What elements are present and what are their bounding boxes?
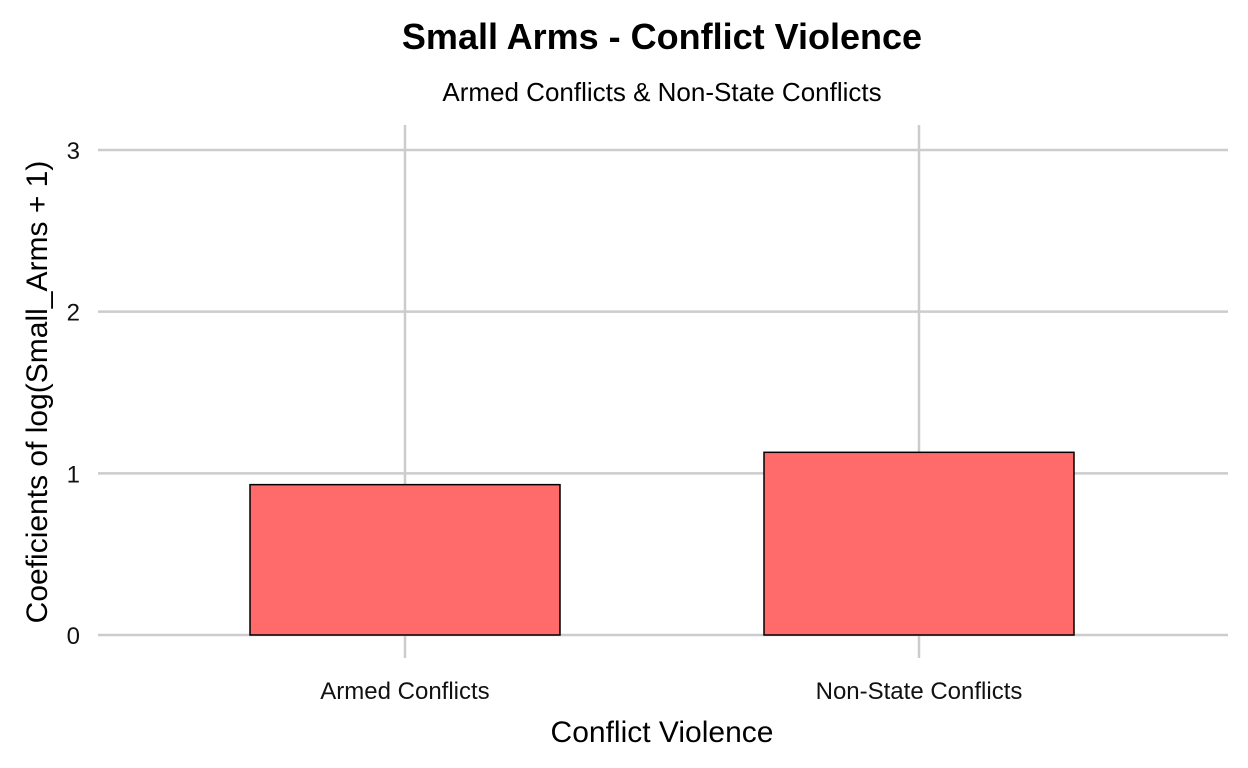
x-tick-label: Armed Conflicts: [320, 678, 489, 705]
chart-title: Small Arms - Conflict Violence: [402, 16, 922, 57]
y-axis-title: Coeficients of log(Small_Arms + 1): [21, 161, 54, 624]
bar-armed-conflicts: [249, 483, 561, 636]
chart-subtitle: Armed Conflicts & Non-State Conflicts: [442, 77, 881, 107]
y-tick-label: 2: [67, 300, 80, 327]
bars: [249, 451, 1075, 636]
bar-non-state-conflicts: [763, 451, 1075, 636]
y-tick-label: 0: [67, 623, 80, 650]
x-axis-title: Conflict Violence: [551, 716, 774, 749]
tick-labels: 0 1 2 3 Armed Conflicts Non-State Conflicts: [67, 138, 1023, 705]
x-tick-label: Non-State Conflicts: [816, 678, 1023, 705]
y-tick-label: 3: [67, 138, 80, 165]
y-tick-label: 1: [67, 461, 80, 488]
